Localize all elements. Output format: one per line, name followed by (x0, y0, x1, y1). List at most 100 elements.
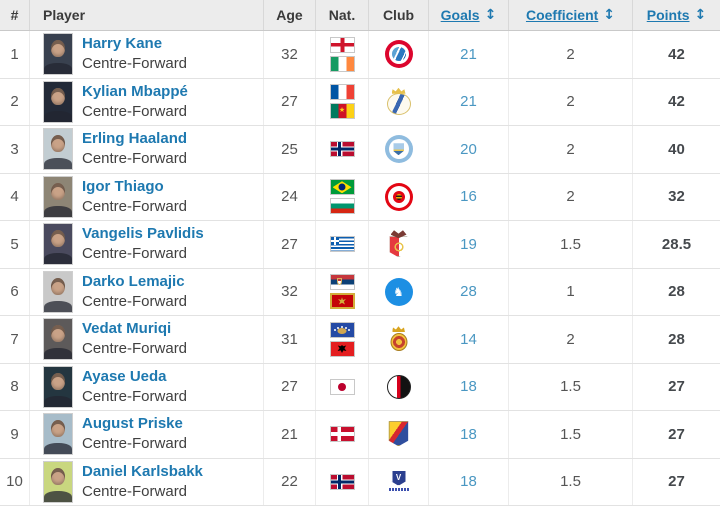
flag-ireland-icon (329, 55, 355, 72)
sort-coefficient-link[interactable]: Coefficient (525, 7, 599, 23)
player-name-link[interactable]: Ayase Ueda (82, 367, 167, 385)
header-nat-label: Nat. (328, 7, 356, 23)
age-cell: 32 (263, 268, 315, 315)
coefficient-value: 1.5 (560, 235, 581, 253)
coefficient-value: 2 (566, 93, 575, 111)
points-value: 27 (668, 425, 685, 443)
age-cell: 22 (263, 458, 315, 505)
player-text: Kylian Mbappé Centre-Forward (82, 82, 188, 123)
goals-link[interactable]: 14 (460, 330, 477, 348)
player-photo[interactable] (43, 270, 73, 313)
player-position: Centre-Forward (82, 482, 188, 500)
sort-updown-icon[interactable]: ↕ (694, 7, 707, 23)
coefficient-value: 2 (566, 140, 575, 158)
player-text: Ayase Ueda Centre-Forward (82, 367, 187, 408)
goals-cell: 19 (428, 221, 508, 268)
player-photo[interactable] (43, 128, 73, 171)
goals-link[interactable]: 18 (460, 473, 477, 491)
nat-cell (315, 173, 368, 220)
rank-value: 3 (10, 140, 19, 158)
player-name-link[interactable]: Vangelis Pavlidis (82, 225, 204, 242)
player-name-link[interactable]: August Priske (82, 415, 183, 432)
age-value: 24 (281, 188, 298, 206)
player-name-link[interactable]: Kylian Mbappé (82, 82, 188, 100)
player-photo[interactable] (43, 413, 73, 456)
table-row: 4 Igor Thiago Centre-Forward 24 16 2 32 (0, 173, 720, 221)
points-cell: 42 (632, 78, 720, 125)
player-photo[interactable] (43, 33, 73, 76)
player-cell: Vedat Muriqi Centre-Forward (29, 316, 263, 363)
points-value: 32 (668, 188, 685, 206)
player-photo[interactable] (43, 318, 73, 361)
sort-goals-link[interactable]: Goals (440, 7, 480, 23)
points-cell: 27 (632, 411, 720, 458)
age-value: 22 (281, 473, 298, 491)
benfica-badge-icon (385, 230, 413, 258)
player-text: August Priske Centre-Forward (82, 414, 187, 455)
flag-cameroon-icon (329, 103, 355, 120)
player-name-link[interactable]: Harry Kane (82, 35, 163, 52)
goals-link[interactable]: 18 (460, 378, 477, 396)
rank-value: 9 (10, 425, 19, 443)
player-cell: Igor Thiago Centre-Forward (29, 173, 263, 220)
club-cell (368, 411, 428, 458)
goals-cell: 20 (428, 126, 508, 173)
header-age: Age (263, 0, 315, 30)
player-name-link[interactable]: Vedat Muriqi (82, 320, 172, 337)
player-name-link[interactable]: Igor Thiago (82, 177, 164, 195)
flag-france-icon (329, 84, 355, 101)
goals-link[interactable]: 16 (460, 188, 477, 206)
rank-cell: 6 (0, 269, 29, 316)
rank-value: 2 (10, 93, 19, 111)
goals-cell: 28 (428, 268, 508, 315)
club-cell (368, 458, 428, 505)
player-name-link[interactable]: Erling Haaland (82, 130, 188, 147)
header-points: Points ↕ (632, 0, 720, 30)
coefficient-cell: 1 (508, 268, 632, 315)
rank-value: 6 (10, 283, 19, 301)
goals-link[interactable]: 21 (460, 45, 477, 63)
real-madrid-badge-icon (385, 88, 413, 116)
goals-link[interactable]: 21 (460, 93, 477, 111)
sort-updown-icon[interactable]: ↕ (484, 7, 497, 23)
coefficient-cell: 2 (508, 31, 632, 78)
player-photo[interactable] (43, 223, 73, 266)
points-cell: 28.5 (632, 221, 720, 268)
points-value: 27 (668, 473, 685, 491)
player-photo[interactable] (43, 80, 73, 123)
sort-points-link[interactable]: Points (646, 7, 690, 23)
player-position: Centre-Forward (82, 387, 188, 405)
header-rank-label: # (10, 7, 19, 23)
sort-updown-icon[interactable]: ↕ (603, 7, 616, 23)
header-player-label: Player (43, 7, 86, 23)
player-photo[interactable] (43, 175, 73, 218)
rank-value: 1 (10, 45, 19, 63)
player-text: Vedat Muriqi Centre-Forward (82, 319, 187, 360)
age-value: 27 (281, 93, 298, 111)
player-position: Centre-Forward (82, 245, 188, 263)
player-photo[interactable] (43, 365, 73, 408)
player-position: Centre-Forward (82, 340, 188, 358)
player-name-link[interactable]: Darko Lemajic (82, 272, 185, 290)
goals-link[interactable]: 20 (460, 140, 477, 158)
goals-link[interactable]: 19 (460, 235, 477, 253)
age-value: 32 (281, 283, 298, 301)
club-cell (368, 78, 428, 125)
nat-cell (315, 31, 368, 78)
table-row: 7 Vedat Muriqi Centre-Forward 31 14 2 28 (0, 316, 720, 364)
points-cell: 28 (632, 268, 720, 315)
player-cell: Erling Haaland Centre-Forward (29, 126, 263, 173)
player-photo[interactable] (43, 460, 73, 503)
flag-serbia-icon (329, 274, 355, 291)
flag-bulgaria-icon (329, 198, 355, 215)
rank-value: 5 (10, 235, 19, 253)
player-cell: Vangelis Pavlidis Centre-Forward (29, 221, 263, 268)
player-name-link[interactable]: Daniel Karlsbakk (82, 462, 203, 480)
age-cell: 31 (263, 316, 315, 363)
table-row: 10 Daniel Karlsbakk Centre-Forward 22 18… (0, 458, 720, 506)
player-text: Harry Kane Centre-Forward (82, 34, 187, 75)
goals-link[interactable]: 28 (460, 283, 477, 301)
club-cell (368, 268, 428, 315)
goals-link[interactable]: 18 (460, 425, 477, 443)
points-value: 40 (668, 140, 685, 158)
